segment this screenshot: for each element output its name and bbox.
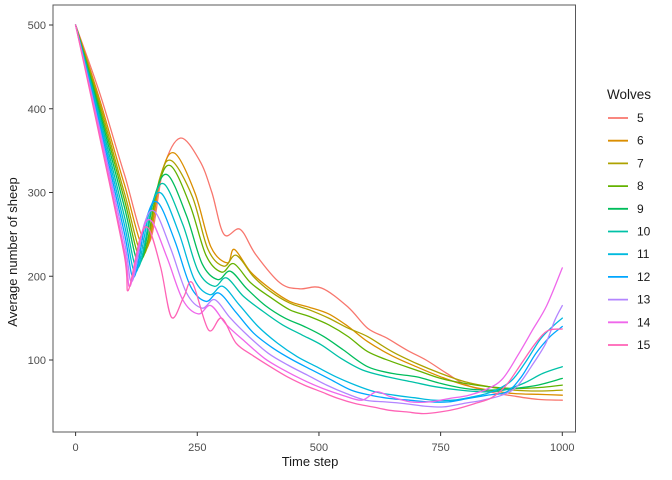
legend-label-15: 15: [637, 338, 651, 352]
legend-entry-14: 14: [608, 315, 651, 329]
legend-label-7: 7: [637, 156, 644, 170]
series-line-7-wolves: [74, 24, 563, 392]
x-tick-label-1000: 1000: [550, 442, 574, 454]
y-tick-label-100: 100: [28, 355, 46, 367]
legend-entry-8: 8: [608, 179, 644, 193]
x-tick-label-750: 750: [431, 442, 449, 454]
series-line-6-wolves: [74, 24, 563, 396]
legend-label-11: 11: [637, 247, 650, 261]
legend-label-10: 10: [637, 225, 651, 239]
legend-entry-9: 9: [608, 202, 644, 216]
legend-entry-13: 13: [608, 293, 651, 307]
y-tick-label-500: 500: [28, 20, 46, 32]
legend-entry-7: 7: [608, 156, 644, 170]
legend-entry-12: 12: [608, 270, 651, 284]
legend-entry-5: 5: [608, 111, 644, 125]
series-line-15-wolves: [74, 24, 563, 415]
legend-entry-11: 11: [608, 247, 650, 261]
plot-panel: [53, 5, 576, 432]
series-line-9-wolves: [74, 24, 563, 391]
legend-label-12: 12: [637, 270, 651, 284]
legend-entry-6: 6: [608, 134, 644, 148]
y-axis-title: Average number of sheep: [5, 177, 20, 326]
legend-label-8: 8: [637, 179, 644, 193]
legend-entry-10: 10: [608, 225, 651, 239]
series-line-13-wolves: [74, 24, 563, 408]
x-axis-title: Time step: [282, 454, 339, 469]
y-tick-label-200: 200: [28, 271, 46, 283]
x-tick-label-500: 500: [310, 442, 328, 454]
panel-border: [52, 4, 576, 433]
x-tick-label-250: 250: [188, 442, 206, 454]
legend-label-6: 6: [637, 134, 644, 148]
x-tick-label-0: 0: [73, 442, 79, 454]
series-line-5-wolves: [74, 24, 563, 401]
y-tick-label-300: 300: [28, 188, 46, 200]
y-tick-label-400: 400: [28, 104, 46, 116]
legend-label-9: 9: [637, 202, 644, 216]
legend-label-13: 13: [637, 293, 651, 307]
series-line-8-wolves: [74, 24, 563, 390]
series-line-14-wolves: [74, 24, 563, 404]
legend-title: Wolves: [607, 87, 651, 102]
legend-label-14: 14: [637, 315, 651, 329]
legend-entry-15: 15: [608, 338, 651, 352]
legend-label-5: 5: [637, 111, 644, 125]
